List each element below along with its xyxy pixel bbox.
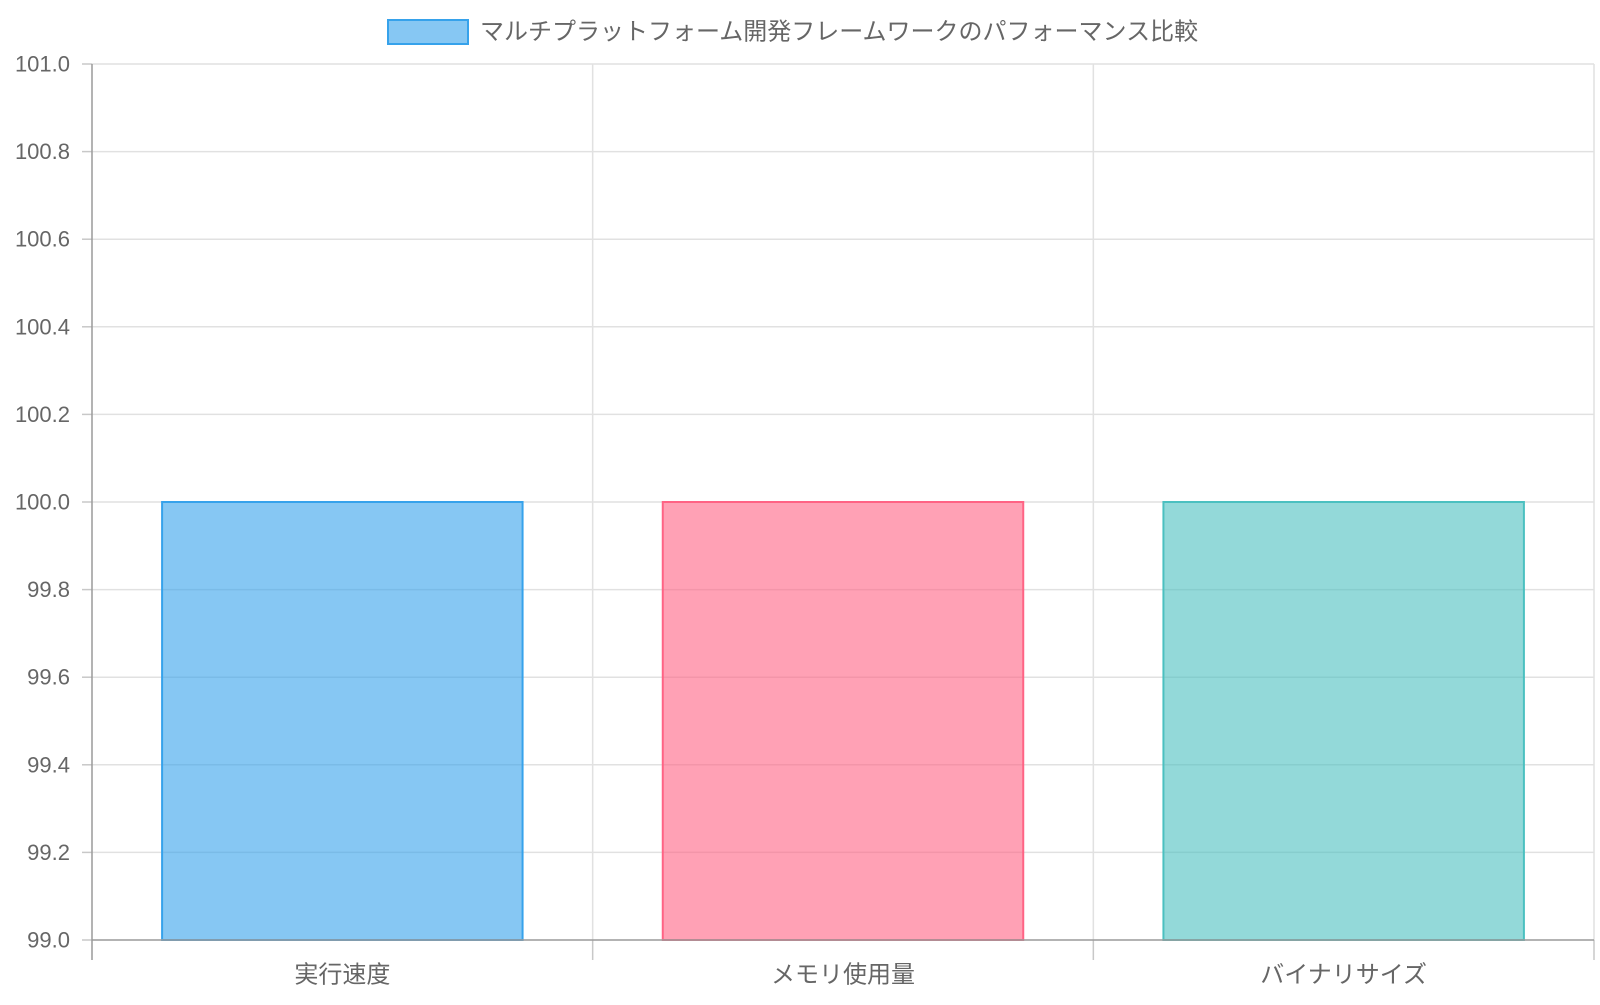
chart-legend[interactable]: マルチプラットフォーム開発フレームワークのパフォーマンス比較	[387, 19, 1198, 46]
axes	[82, 63, 1595, 960]
y-tick-label: 99.2	[27, 840, 70, 865]
y-tick-label: 101.0	[15, 52, 70, 77]
y-tick-label: 99.6	[27, 665, 70, 690]
tick-labels: 99.0 99.2 99.4 99.6 99.8 100.0 100.2 100.4 100.6…	[15, 52, 1427, 989]
bar[interactable]	[1162, 501, 1525, 941]
y-tick-label: 99.0	[27, 928, 70, 953]
y-tick-label: 100.6	[15, 227, 70, 252]
legend-swatch	[387, 19, 469, 45]
y-tick-label: 100.2	[15, 402, 70, 427]
bar[interactable]	[161, 501, 524, 941]
y-tick-label: 100.4	[15, 314, 70, 339]
legend-label: マルチプラットフォーム開発フレームワークのパフォーマンス比較	[480, 19, 1198, 46]
bar[interactable]	[661, 501, 1025, 941]
x-tick-label: バイナリサイズ	[1260, 962, 1427, 989]
y-tick-label: 100.8	[15, 139, 70, 164]
x-tick-label: 実行速度	[294, 962, 390, 989]
y-tick-label: 99.4	[27, 752, 70, 777]
bars	[161, 501, 1525, 941]
x-tick-label: メモリ使用量	[771, 962, 915, 989]
y-tick-label: 100.0	[15, 490, 70, 515]
y-tick-label: 99.8	[27, 577, 70, 602]
